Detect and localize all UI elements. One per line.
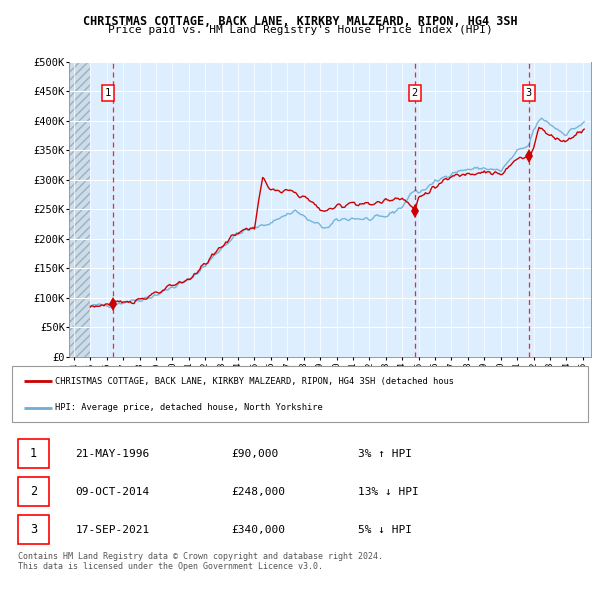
Text: 09-OCT-2014: 09-OCT-2014 <box>76 487 149 497</box>
Text: 5% ↓ HPI: 5% ↓ HPI <box>358 525 412 535</box>
Text: £248,000: £248,000 <box>231 487 285 497</box>
Bar <box>18 515 49 544</box>
Text: 2: 2 <box>30 485 37 498</box>
Bar <box>18 440 49 468</box>
Text: 3: 3 <box>30 523 37 536</box>
Text: 21-MAY-1996: 21-MAY-1996 <box>76 449 149 458</box>
Text: £340,000: £340,000 <box>231 525 285 535</box>
Bar <box>18 477 49 506</box>
Text: CHRISTMAS COTTAGE, BACK LANE, KIRKBY MALZEARD, RIPON, HG4 3SH (detached hous: CHRISTMAS COTTAGE, BACK LANE, KIRKBY MAL… <box>55 377 454 386</box>
Text: Contains HM Land Registry data © Crown copyright and database right 2024.
This d: Contains HM Land Registry data © Crown c… <box>18 552 383 571</box>
Text: 3% ↑ HPI: 3% ↑ HPI <box>358 449 412 458</box>
Text: 2: 2 <box>412 88 418 98</box>
Text: 1: 1 <box>30 447 37 460</box>
Text: Price paid vs. HM Land Registry's House Price Index (HPI): Price paid vs. HM Land Registry's House … <box>107 25 493 35</box>
Text: 17-SEP-2021: 17-SEP-2021 <box>76 525 149 535</box>
Text: CHRISTMAS COTTAGE, BACK LANE, KIRKBY MALZEARD, RIPON, HG4 3SH: CHRISTMAS COTTAGE, BACK LANE, KIRKBY MAL… <box>83 15 517 28</box>
Text: 13% ↓ HPI: 13% ↓ HPI <box>358 487 418 497</box>
Bar <box>69 62 91 357</box>
Text: £90,000: £90,000 <box>231 449 278 458</box>
Text: HPI: Average price, detached house, North Yorkshire: HPI: Average price, detached house, Nort… <box>55 404 323 412</box>
Text: 3: 3 <box>526 88 532 98</box>
Text: 1: 1 <box>105 88 112 98</box>
